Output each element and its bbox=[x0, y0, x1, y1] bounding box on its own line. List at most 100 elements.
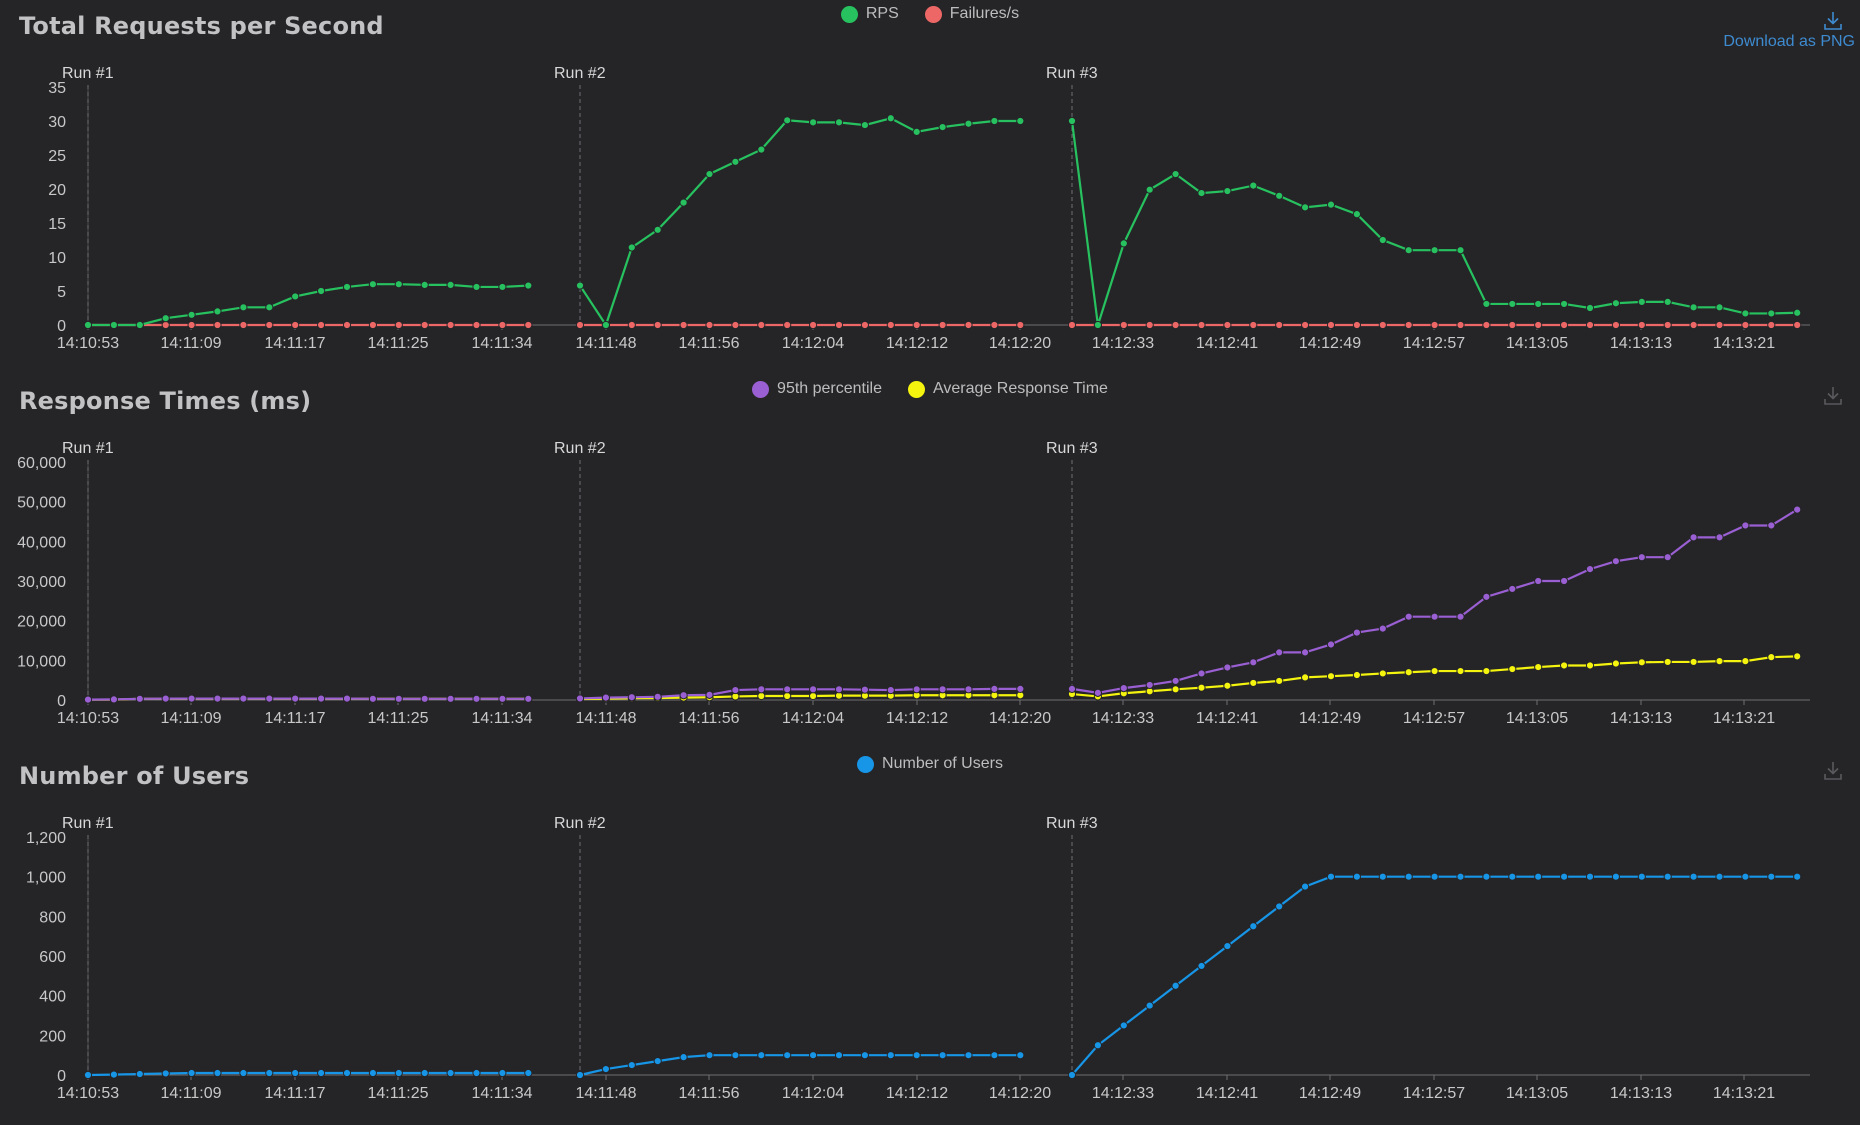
data-point[interactable] bbox=[135, 694, 144, 703]
data-point[interactable] bbox=[757, 1051, 766, 1060]
data-point[interactable] bbox=[679, 320, 688, 330]
data-point[interactable] bbox=[834, 118, 844, 127]
legend-item-failures[interactable]: Failures/s bbox=[924, 5, 1019, 23]
data-point[interactable] bbox=[1715, 303, 1724, 312]
data-point[interactable] bbox=[394, 280, 403, 289]
data-point[interactable] bbox=[783, 691, 792, 701]
data-point[interactable] bbox=[783, 320, 792, 330]
data-point[interactable] bbox=[1663, 320, 1672, 330]
data-point[interactable] bbox=[394, 1068, 403, 1078]
data-point[interactable] bbox=[1715, 533, 1724, 542]
data-point[interactable] bbox=[109, 695, 119, 704]
data-point[interactable] bbox=[1171, 676, 1180, 686]
data-point[interactable] bbox=[1275, 320, 1284, 330]
data-point[interactable] bbox=[1197, 683, 1206, 692]
data-point[interactable] bbox=[1767, 521, 1776, 530]
data-point[interactable] bbox=[1197, 961, 1206, 971]
data-point[interactable] bbox=[1145, 320, 1154, 330]
data-point[interactable] bbox=[757, 685, 766, 694]
data-point[interactable] bbox=[1689, 303, 1698, 312]
data-point[interactable] bbox=[187, 1068, 196, 1078]
data-point[interactable] bbox=[1197, 320, 1206, 330]
data-point[interactable] bbox=[1301, 673, 1310, 682]
data-point[interactable] bbox=[161, 320, 170, 330]
legend-item-rps[interactable]: RPS bbox=[840, 5, 899, 23]
data-point[interactable] bbox=[161, 1069, 170, 1078]
data-point[interactable] bbox=[731, 1051, 740, 1060]
data-point[interactable] bbox=[1352, 872, 1362, 881]
data-point[interactable] bbox=[1637, 297, 1646, 306]
data-point[interactable] bbox=[524, 1068, 533, 1078]
data-point[interactable] bbox=[524, 320, 533, 330]
data-point[interactable] bbox=[265, 1068, 274, 1078]
data-point[interactable] bbox=[446, 320, 455, 330]
data-point[interactable] bbox=[1715, 872, 1724, 881]
data-point[interactable] bbox=[1067, 1070, 1077, 1080]
data-point[interactable] bbox=[1067, 116, 1077, 126]
data-point[interactable] bbox=[912, 127, 921, 136]
data-point[interactable] bbox=[1352, 320, 1362, 330]
data-point[interactable] bbox=[653, 320, 662, 330]
data-point[interactable] bbox=[1793, 320, 1802, 330]
download-icon[interactable] bbox=[1823, 10, 1843, 32]
data-point[interactable] bbox=[1430, 246, 1439, 255]
data-point[interactable] bbox=[886, 1051, 895, 1060]
data-point[interactable] bbox=[1560, 299, 1569, 309]
data-point[interactable] bbox=[1145, 1001, 1154, 1010]
data-point[interactable] bbox=[1275, 191, 1284, 200]
data-point[interactable] bbox=[1326, 640, 1336, 649]
data-point[interactable] bbox=[1534, 320, 1543, 330]
data-point[interactable] bbox=[1016, 116, 1025, 126]
data-point[interactable] bbox=[213, 1068, 222, 1078]
data-point[interactable] bbox=[213, 320, 222, 330]
data-point[interactable] bbox=[135, 320, 144, 330]
data-point[interactable] bbox=[679, 198, 688, 207]
data-point[interactable] bbox=[1741, 657, 1750, 666]
data-point[interactable] bbox=[1456, 246, 1465, 255]
data-point[interactable] bbox=[498, 282, 507, 292]
data-point[interactable] bbox=[1119, 320, 1128, 330]
data-point[interactable] bbox=[109, 1070, 119, 1079]
data-point[interactable] bbox=[1482, 592, 1491, 601]
data-point[interactable] bbox=[1275, 902, 1284, 911]
data-point[interactable] bbox=[990, 116, 999, 126]
data-point[interactable] bbox=[291, 292, 300, 301]
data-point[interactable] bbox=[1611, 320, 1621, 330]
data-point[interactable] bbox=[1119, 684, 1128, 693]
data-point[interactable] bbox=[1508, 320, 1517, 330]
data-point[interactable] bbox=[524, 281, 533, 290]
data-point[interactable] bbox=[317, 286, 326, 296]
data-point[interactable] bbox=[1171, 169, 1180, 179]
data-point[interactable] bbox=[1301, 882, 1310, 891]
data-point[interactable] bbox=[860, 1051, 870, 1060]
data-point[interactable] bbox=[109, 320, 119, 330]
data-point[interactable] bbox=[757, 320, 766, 330]
data-point[interactable] bbox=[1145, 185, 1154, 194]
data-point[interactable] bbox=[731, 320, 740, 330]
data-point[interactable] bbox=[990, 1051, 999, 1060]
data-point[interactable] bbox=[731, 157, 740, 166]
data-point[interactable] bbox=[601, 320, 611, 330]
data-point[interactable] bbox=[1508, 299, 1517, 309]
data-point[interactable] bbox=[860, 120, 870, 130]
data-point[interactable] bbox=[575, 1070, 585, 1080]
data-point[interactable] bbox=[342, 1068, 352, 1078]
data-point[interactable] bbox=[1611, 557, 1621, 566]
data-point[interactable] bbox=[161, 694, 170, 703]
data-point[interactable] bbox=[1378, 872, 1387, 881]
data-point[interactable] bbox=[1249, 320, 1258, 330]
data-point[interactable] bbox=[1456, 872, 1465, 881]
data-point[interactable] bbox=[679, 691, 688, 700]
data-point[interactable] bbox=[1637, 320, 1646, 330]
data-point[interactable] bbox=[368, 320, 377, 330]
data-point[interactable] bbox=[1793, 505, 1802, 514]
data-point[interactable] bbox=[1456, 320, 1465, 330]
data-point[interactable] bbox=[1689, 657, 1698, 667]
data-point[interactable] bbox=[1482, 666, 1491, 676]
data-point[interactable] bbox=[783, 116, 792, 125]
data-point[interactable] bbox=[1378, 624, 1387, 633]
data-point[interactable] bbox=[1508, 664, 1517, 674]
legend-item-95th[interactable]: 95th percentile bbox=[752, 380, 882, 398]
data-point[interactable] bbox=[990, 684, 999, 693]
data-point[interactable] bbox=[1741, 320, 1750, 330]
